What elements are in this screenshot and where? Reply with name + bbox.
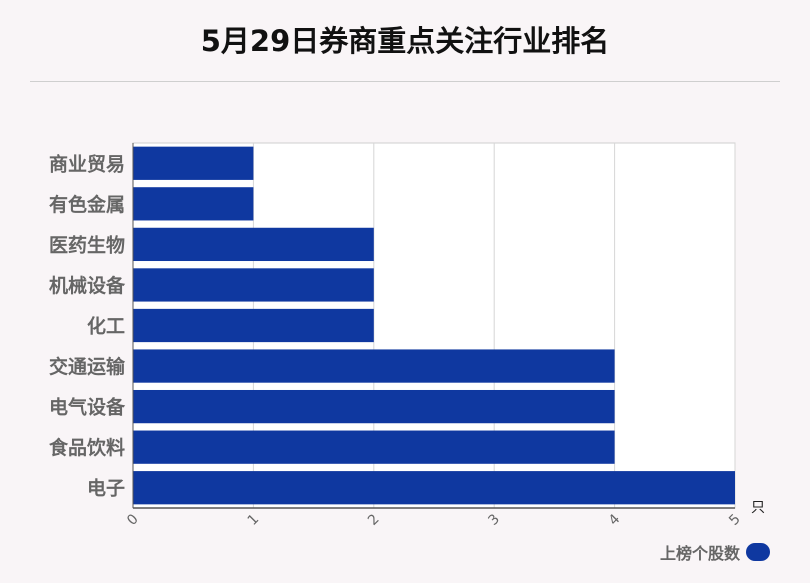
x-tick-label: 2 — [365, 511, 383, 529]
bar[interactable] — [133, 146, 254, 180]
category-label: 电子 — [87, 477, 125, 500]
category-label: 医药生物 — [49, 233, 125, 256]
category-label: 化工 — [87, 315, 125, 338]
bar[interactable] — [133, 349, 615, 383]
title-divider — [30, 81, 780, 82]
bar[interactable] — [133, 430, 615, 464]
bar[interactable] — [133, 187, 254, 221]
legend-swatch[interactable] — [746, 543, 770, 561]
bar[interactable] — [133, 268, 374, 302]
legend: 上榜个股数 — [660, 540, 770, 564]
x-unit-label: 只 — [751, 500, 765, 516]
category-label: 有色金属 — [49, 193, 125, 216]
category-label: 商业贸易 — [49, 152, 125, 175]
chart-title: 5月29日券商重点关注行业排名 — [200, 24, 610, 58]
category-label: 电气设备 — [49, 396, 126, 419]
legend-label: 上榜个股数 — [659, 544, 740, 563]
bar[interactable] — [133, 227, 374, 262]
bar[interactable] — [133, 471, 735, 505]
x-tick-label: 0 — [124, 511, 142, 529]
bar[interactable] — [133, 389, 615, 424]
x-tick-label: 5 — [726, 511, 744, 529]
category-label: 食品饮料 — [49, 436, 125, 459]
category-label: 交通运输 — [49, 355, 126, 378]
category-label: 机械设备 — [49, 274, 126, 297]
x-tick-label: 1 — [245, 511, 263, 529]
x-tick-label: 4 — [606, 511, 624, 529]
x-tick-label: 3 — [485, 511, 503, 529]
bar[interactable] — [133, 308, 374, 343]
